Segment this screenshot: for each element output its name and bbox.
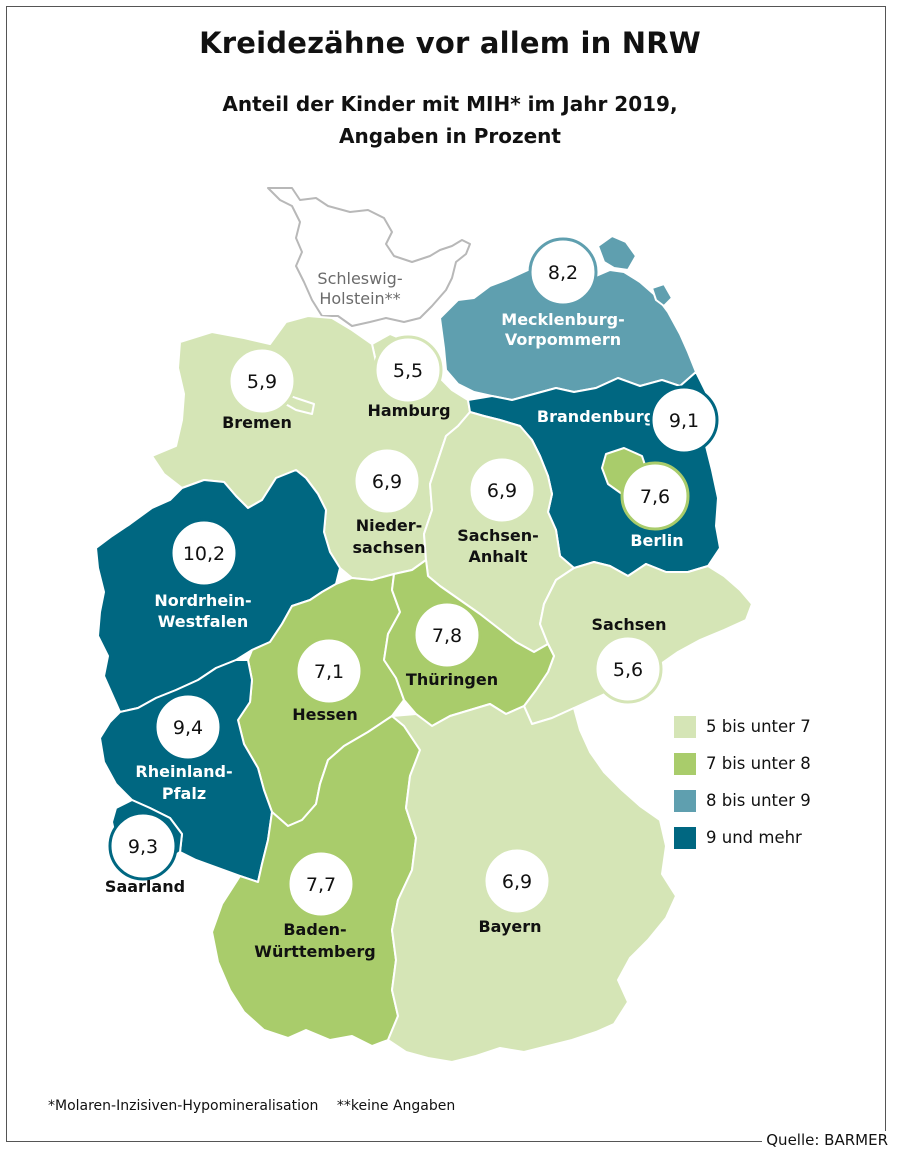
legend-item: 9 und mehr [674,819,811,856]
badge-mv: 8,2 [528,237,598,307]
label-ni-2: sachsen [353,538,426,557]
label-saarland: Saarland [105,877,185,896]
label-rp-2: Pfalz [162,784,206,803]
legend-swatch [674,826,696,849]
badge-hb: 5,9 [227,346,297,416]
svg-text:8,2: 8,2 [548,262,578,284]
label-sh-2: Holstein** [319,289,400,308]
badge-by: 6,9 [482,846,552,916]
svg-text:5,5: 5,5 [393,360,423,382]
legend-item: 5 bis unter 7 [674,708,811,745]
legend-label: 7 bis unter 8 [706,754,811,773]
svg-text:9,3: 9,3 [128,836,158,858]
svg-text:7,1: 7,1 [314,661,344,683]
labels: Schleswig- Holstein** Mecklenburg- Vorpo… [105,269,684,961]
svg-text:6,9: 6,9 [372,471,402,493]
legend-label: 5 bis unter 7 [706,717,811,736]
label-bw-1: Baden- [283,920,346,939]
footnote: *Molaren-Inzisiven-Hypomineralisation **… [48,1098,469,1114]
value-badges: 8,2 5,9 5,5 9,1 6,9 6,9 7,6 10,2 7,8 5,6… [108,237,719,919]
label-brandenburg: Brandenburg [537,407,655,426]
label-mv-2: Vorpommern [505,330,621,349]
badge-sn: 5,6 [593,634,663,704]
label-hamburg: Hamburg [367,401,450,420]
svg-text:6,9: 6,9 [502,871,532,893]
badge-ni: 6,9 [352,446,422,516]
svg-text:7,6: 7,6 [640,486,670,508]
label-mv-1: Mecklenburg- [501,310,624,329]
badge-th: 7,8 [412,600,482,670]
svg-text:9,1: 9,1 [669,410,699,432]
svg-text:6,9: 6,9 [487,480,517,502]
legend-label: 8 bis unter 9 [706,791,811,810]
label-st-2: Anhalt [468,547,527,566]
svg-text:5,9: 5,9 [247,371,277,393]
legend: 5 bis unter 7 7 bis unter 8 8 bis unter … [674,708,811,856]
label-sh-1: Schleswig- [317,269,402,288]
svg-text:9,4: 9,4 [173,717,203,739]
label-st-1: Sachsen- [457,526,539,545]
badge-bw: 7,7 [286,849,356,919]
label-thueringen: Thüringen [406,670,498,689]
badge-st: 6,9 [467,455,537,525]
badge-rp: 9,4 [153,692,223,762]
legend-swatch [674,789,696,812]
label-berlin: Berlin [630,531,683,550]
badge-he: 7,1 [294,636,364,706]
state-mv-island-usedom [651,283,673,307]
svg-text:7,8: 7,8 [432,625,462,647]
subtitle-line-2: Angaben in Prozent [339,124,561,148]
source-rule [6,1141,740,1142]
legend-item: 8 bis unter 9 [674,782,811,819]
badge-be: 7,6 [620,461,690,531]
badge-nw: 10,2 [169,518,239,588]
badge-bb: 9,1 [649,385,719,455]
state-mv-island-ruegen [597,235,637,271]
footnote-no-data: **keine Angaben [336,1098,456,1114]
label-nw-2: Westfalen [158,612,249,631]
legend-label: 9 und mehr [706,828,802,847]
badge-hh: 5,5 [373,335,443,405]
label-rp-1: Rheinland- [135,762,232,781]
svg-text:10,2: 10,2 [183,543,225,565]
label-hessen: Hessen [292,705,358,724]
subtitle-line-1: Anteil der Kinder mit MIH* im Jahr 2019, [222,92,678,116]
map-title: Kreidezähne vor allem in NRW [199,26,701,60]
label-bw-2: Württemberg [254,942,375,961]
badge-sl: 9,3 [108,811,178,881]
label-nw-1: Nordrhein- [154,591,251,610]
footnote-mih: *Molaren-Inzisiven-Hypomineralisation [48,1098,319,1114]
svg-text:5,6: 5,6 [613,659,643,681]
legend-swatch [674,715,696,738]
svg-text:7,7: 7,7 [306,874,336,896]
map-subtitle: Anteil der Kinder mit MIH* im Jahr 2019,… [0,88,900,152]
label-sachsen: Sachsen [592,615,667,634]
legend-swatch [674,752,696,775]
source-label: Quelle: BARMER [762,1131,888,1149]
label-ni-1: Nieder- [356,516,423,535]
legend-item: 7 bis unter 8 [674,745,811,782]
label-bayern: Bayern [478,917,541,936]
state-schleswig-holstein [267,187,471,327]
label-bremen: Bremen [222,413,292,432]
